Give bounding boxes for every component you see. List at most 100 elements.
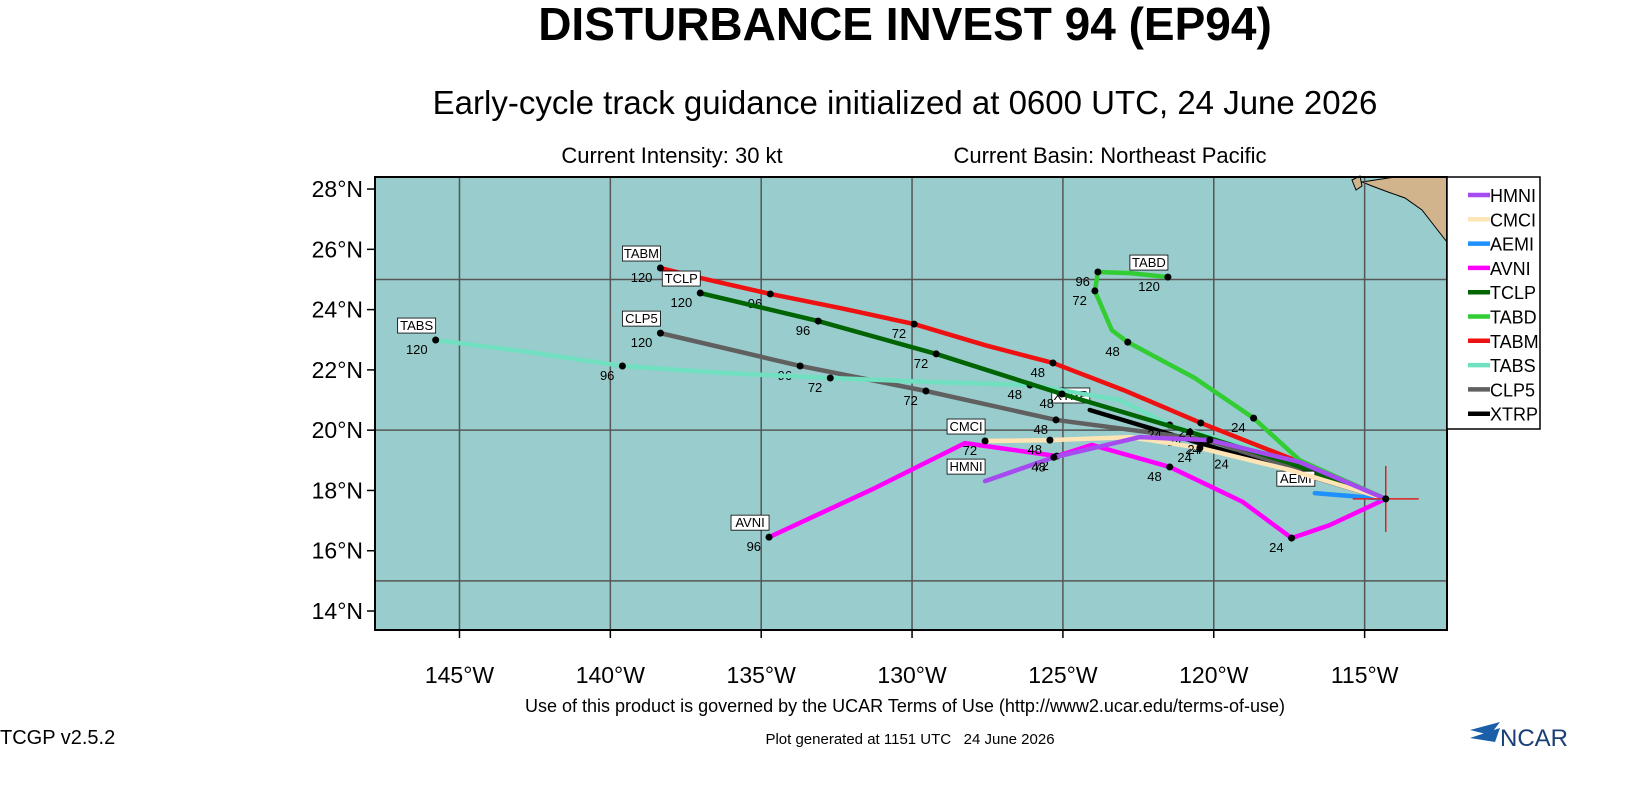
- model-label-box: [397, 317, 437, 334]
- model-label-box: [661, 270, 701, 287]
- forecast-hour-label: 96: [796, 323, 810, 338]
- forecast-point: [1091, 287, 1099, 295]
- model-label: CMCI: [949, 419, 982, 434]
- forecast-point: [981, 437, 989, 445]
- y-tick-label: 26°N: [312, 236, 363, 262]
- forecast-point: [1166, 463, 1174, 471]
- y-tick-label: 16°N: [312, 538, 363, 564]
- model-label-box: [946, 458, 986, 475]
- x-tick-label: 130°W: [877, 662, 947, 688]
- model-label: TABD: [1132, 255, 1166, 270]
- forecast-hour-label: 72: [903, 393, 917, 408]
- forecast-point: [922, 387, 930, 395]
- legend-label: CMCI: [1490, 210, 1536, 230]
- x-tick-label: 135°W: [727, 662, 797, 688]
- legend-label: TABS: [1490, 356, 1536, 376]
- forecast-point: [814, 317, 822, 325]
- forecast-hour-label: 48: [1034, 422, 1048, 437]
- y-tick-label: 22°N: [312, 357, 363, 383]
- forecast-hour-label: 48: [1008, 387, 1022, 402]
- forecast-point: [1094, 268, 1102, 276]
- chart-title: DISTURBANCE INVEST 94 (EP94): [538, 0, 1272, 50]
- forecast-hour-label: 72: [914, 356, 928, 371]
- forecast-point: [826, 374, 834, 382]
- forecast-hour-label: 120: [631, 335, 653, 350]
- forecast-hour-label: 24: [1231, 420, 1245, 435]
- forecast-hour-label: 24: [1187, 442, 1201, 457]
- legend-label: HMNI: [1490, 186, 1536, 206]
- forecast-point: [765, 533, 773, 541]
- forecast-point: [432, 336, 440, 344]
- legend-label: TABM: [1490, 332, 1539, 352]
- model-label: TABM: [624, 246, 659, 261]
- forecast-point: [1124, 338, 1132, 346]
- forecast-hour-label: 48: [1147, 469, 1161, 484]
- logo: NCAR: [1470, 722, 1568, 752]
- track-line: [1092, 269, 1389, 502]
- generated: Plot generated at 1151 UTC 24 June 2026: [765, 731, 1054, 748]
- track-line: [982, 434, 1389, 502]
- forecast-point: [1197, 419, 1205, 427]
- forecast-point: [932, 350, 940, 358]
- forecast-hour-label: 72: [963, 443, 977, 458]
- forecast-hour-label: 120: [631, 270, 653, 285]
- model-label-box: [1129, 254, 1169, 271]
- forecast-point: [1196, 444, 1204, 452]
- annotation: Current Intensity: 30 kt: [561, 143, 782, 168]
- track-line: [1312, 490, 1389, 502]
- forecast-hour-label: 24: [1214, 456, 1228, 471]
- legend: HMNI CMCI AEMI AVNI TCLP TABD TABM TABS CLP5 XTRP: [1468, 186, 1539, 425]
- legend-label: TCLP: [1490, 283, 1536, 303]
- forecast-hour-label: 120: [671, 295, 693, 310]
- forecast-point: [656, 264, 664, 272]
- logo-text: NCAR: [1500, 725, 1568, 752]
- model-label-box: [622, 310, 661, 327]
- forecast-hour-label: 48: [1105, 344, 1119, 359]
- forecast-hour-label: 48: [1040, 396, 1054, 411]
- model-label-box: [622, 245, 661, 262]
- forecast-hour-label: 72: [892, 326, 906, 341]
- forecast-point: [910, 320, 918, 328]
- forecast-hour-label: 120: [406, 342, 428, 357]
- y-tick-label: 28°N: [312, 176, 363, 202]
- model-label: TABS: [400, 318, 433, 333]
- x-tick-label: 145°W: [425, 662, 495, 688]
- grid: [375, 177, 1447, 630]
- initial-point: [1382, 495, 1390, 503]
- version: TCGP v2.5.2: [0, 727, 115, 749]
- forecast-hour-label: 24: [1177, 450, 1191, 465]
- forecast-hour-label: 24: [1269, 540, 1283, 555]
- ocean: [375, 177, 1447, 630]
- forecast-hour-label: 72: [808, 380, 822, 395]
- legend-label: AEMI: [1490, 235, 1534, 255]
- x-tick-label: 140°W: [576, 662, 646, 688]
- forecast-hour-label: 120: [1138, 279, 1160, 294]
- forecast-point: [1164, 273, 1172, 281]
- legend-label: CLP5: [1490, 380, 1535, 400]
- forecast-point: [1058, 390, 1066, 398]
- legend-label: AVNI: [1490, 259, 1531, 279]
- forecast-point: [1050, 453, 1058, 461]
- forecast-point: [656, 329, 664, 337]
- forecast-hour-label: 72: [1072, 293, 1086, 308]
- legend-box: [1446, 176, 1541, 430]
- forecast-point: [618, 362, 626, 370]
- forecast-point: [1052, 416, 1060, 424]
- forecast-point: [1049, 359, 1057, 367]
- x-tick-label: 115°W: [1331, 662, 1399, 688]
- forecast-hour-label: 96: [747, 539, 761, 554]
- model-label-box: [730, 514, 770, 531]
- y-tick-label: 24°N: [312, 297, 363, 323]
- model-label: CLP5: [625, 311, 658, 326]
- tracks: 24XTRP24487296120CLP524487296120TABS2448…: [397, 245, 1419, 555]
- forecast-point: [1046, 436, 1054, 444]
- forecast-hour-label: 48: [1030, 365, 1044, 380]
- forecast-point: [766, 290, 774, 298]
- annotation: Current Basin: Northeast Pacific: [953, 143, 1266, 168]
- forecast-hour-label: 48: [1031, 459, 1045, 474]
- forecast-hour-label: 48: [1027, 442, 1041, 457]
- model-label-box: [946, 418, 986, 435]
- y-tick-label: 14°N: [312, 598, 363, 624]
